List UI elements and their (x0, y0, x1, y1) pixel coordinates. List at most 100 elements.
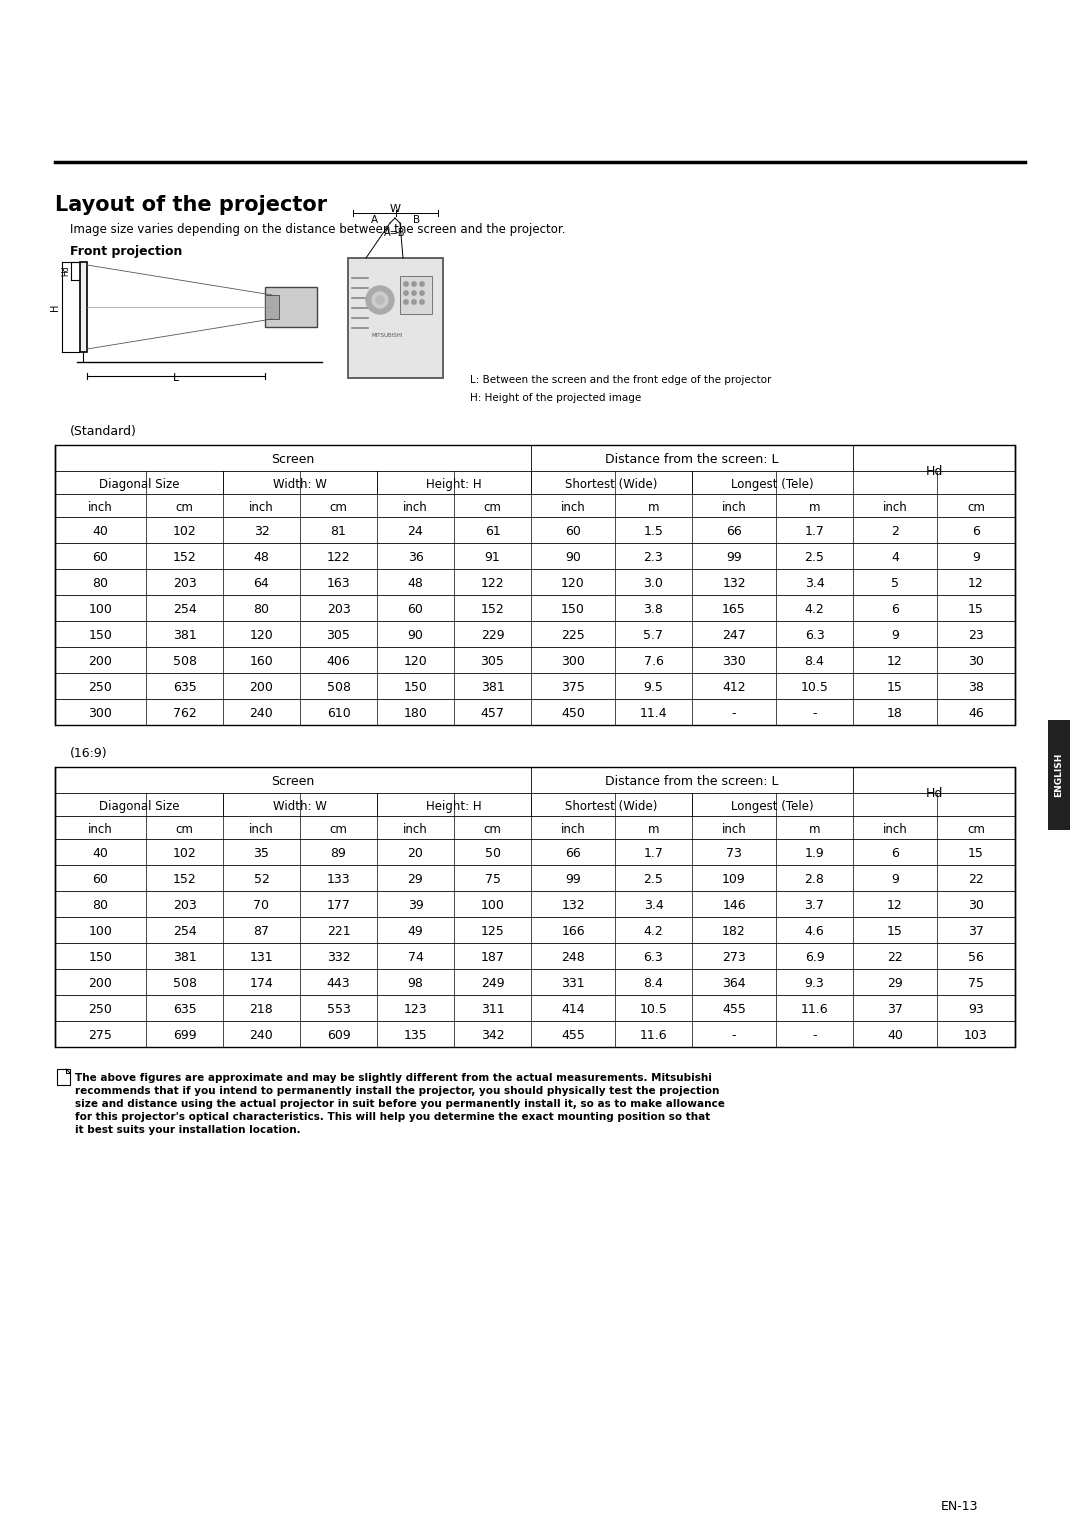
Text: 66: 66 (565, 847, 581, 860)
Text: 99: 99 (565, 872, 581, 886)
Text: 132: 132 (723, 578, 746, 590)
Text: Height: H: Height: H (427, 478, 482, 490)
Text: 414: 414 (562, 1002, 584, 1016)
Text: 200: 200 (249, 681, 273, 694)
Text: 40: 40 (887, 1028, 903, 1042)
Text: 30: 30 (968, 656, 984, 668)
Text: inch: inch (882, 822, 907, 836)
Circle shape (411, 281, 416, 286)
Text: 6.3: 6.3 (805, 630, 824, 642)
Text: 125: 125 (481, 924, 504, 938)
Text: 74: 74 (407, 950, 423, 964)
Text: cm: cm (484, 822, 501, 836)
Text: Shortest (Wide): Shortest (Wide) (565, 799, 658, 813)
Text: 15: 15 (887, 681, 903, 694)
Text: 123: 123 (404, 1002, 428, 1016)
Text: Longest (Tele): Longest (Tele) (731, 478, 814, 490)
Text: inch: inch (89, 501, 113, 513)
Text: Diagonal Size: Diagonal Size (98, 799, 179, 813)
Text: 6: 6 (891, 847, 899, 860)
Text: 330: 330 (723, 656, 746, 668)
Text: inch: inch (561, 822, 585, 836)
Text: 150: 150 (562, 604, 585, 616)
Text: Width: W: Width: W (273, 478, 327, 490)
Text: 90: 90 (407, 630, 423, 642)
Text: 240: 240 (249, 1028, 273, 1042)
Text: 6.9: 6.9 (805, 950, 824, 964)
Text: 160: 160 (249, 656, 273, 668)
Text: m: m (809, 501, 820, 513)
Text: 75: 75 (485, 872, 500, 886)
Text: Shortest (Wide): Shortest (Wide) (565, 478, 658, 490)
Text: it best suits your installation location.: it best suits your installation location… (75, 1125, 300, 1135)
Text: 443: 443 (326, 976, 350, 990)
Text: 152: 152 (173, 552, 197, 564)
Text: 1.9: 1.9 (805, 847, 824, 860)
Text: 2.5: 2.5 (644, 872, 663, 886)
Circle shape (404, 290, 408, 295)
Text: 3.4: 3.4 (805, 578, 824, 590)
Text: 150: 150 (89, 630, 112, 642)
Text: 131: 131 (249, 950, 273, 964)
Text: 22: 22 (968, 872, 984, 886)
Text: -: - (732, 1028, 737, 1042)
Text: inch: inch (721, 822, 746, 836)
Bar (348, 258, 443, 377)
Text: Screen: Screen (271, 452, 314, 466)
Text: H: Height of the projected image: H: Height of the projected image (470, 393, 642, 403)
Text: 5.7: 5.7 (644, 630, 663, 642)
Text: 18: 18 (887, 707, 903, 720)
Text: 91: 91 (485, 552, 500, 564)
Text: A=B: A=B (384, 228, 406, 238)
Text: 221: 221 (326, 924, 350, 938)
Text: H: H (50, 304, 60, 310)
Text: 133: 133 (326, 872, 350, 886)
Text: 4.6: 4.6 (805, 924, 824, 938)
Text: 635: 635 (173, 1002, 197, 1016)
Text: 73: 73 (726, 847, 742, 860)
Text: 60: 60 (93, 552, 108, 564)
Text: inch: inch (403, 501, 428, 513)
Text: 32: 32 (254, 526, 269, 538)
Circle shape (420, 281, 424, 286)
Text: 553: 553 (326, 1002, 350, 1016)
Text: ENGLISH: ENGLISH (1054, 753, 1064, 798)
Text: 249: 249 (481, 976, 504, 990)
Text: 275: 275 (89, 1028, 112, 1042)
Text: (16:9): (16:9) (70, 747, 108, 759)
Text: 609: 609 (326, 1028, 350, 1042)
Text: MITSUBISHI: MITSUBISHI (372, 333, 404, 338)
Text: 48: 48 (407, 578, 423, 590)
Text: Distance from the screen: L: Distance from the screen: L (605, 775, 779, 788)
Text: 508: 508 (326, 681, 351, 694)
Text: Layout of the projector: Layout of the projector (55, 196, 327, 215)
Text: 49: 49 (407, 924, 423, 938)
Text: 38: 38 (968, 681, 984, 694)
Text: 9.3: 9.3 (805, 976, 824, 990)
Text: 381: 381 (481, 681, 504, 694)
Text: 2.3: 2.3 (644, 552, 663, 564)
Text: 89: 89 (330, 847, 347, 860)
Text: 250: 250 (89, 681, 112, 694)
Text: 50: 50 (485, 847, 500, 860)
Text: EN-13: EN-13 (942, 1500, 978, 1513)
Text: 10.5: 10.5 (800, 681, 828, 694)
Text: 15: 15 (887, 924, 903, 938)
Text: 200: 200 (89, 976, 112, 990)
Text: 225: 225 (562, 630, 585, 642)
Text: cm: cm (176, 822, 193, 836)
Text: 66: 66 (726, 526, 742, 538)
Text: Screen: Screen (271, 775, 314, 788)
Text: cm: cm (176, 501, 193, 513)
Text: 22: 22 (887, 950, 903, 964)
Text: m: m (648, 822, 659, 836)
Text: 135: 135 (404, 1028, 428, 1042)
Text: 218: 218 (249, 1002, 273, 1016)
Text: cm: cm (484, 501, 501, 513)
Text: 248: 248 (562, 950, 585, 964)
Circle shape (420, 299, 424, 304)
Text: 46: 46 (968, 707, 984, 720)
Text: 300: 300 (89, 707, 112, 720)
Circle shape (372, 292, 388, 309)
Text: 762: 762 (173, 707, 197, 720)
